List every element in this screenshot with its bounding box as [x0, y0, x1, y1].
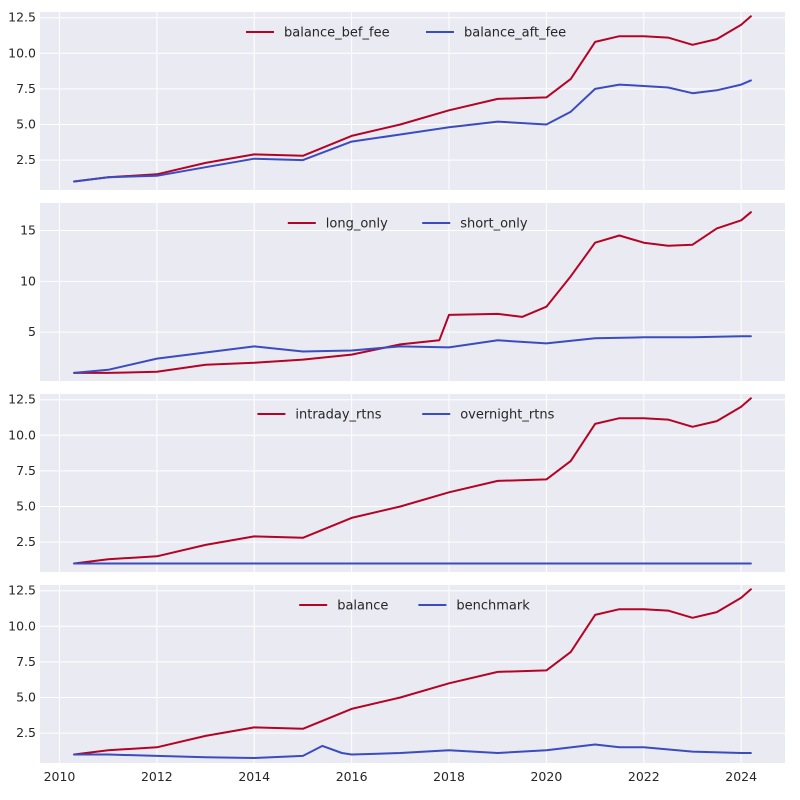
legend-entry-intraday_rtns: intraday_rtns	[257, 408, 382, 423]
legend-label: balance	[337, 599, 388, 614]
x-tick-label: 2018	[433, 769, 465, 784]
panel-4: 2.5 5.0 7.5 10.0 12.5 balance benchmark 2010 201…	[8, 583, 785, 784]
legend-entry-short_only: short_only	[422, 217, 528, 232]
series-line-balance_bef_fee	[73, 15, 752, 183]
y-tick-label: 2.5	[16, 725, 36, 740]
legend-label: overnight_rtns	[460, 408, 554, 423]
y-tick-label: 10.0	[8, 427, 36, 442]
legend-entry-long_only: long_only	[287, 217, 388, 232]
legend-entry-balance: balance	[299, 599, 388, 614]
legend: intraday_rtns overnight_rtns	[257, 408, 555, 423]
legend: balance_bef_fee balance_aft_fee	[246, 26, 566, 41]
series-line-benchmark	[73, 743, 752, 759]
legend-label: intraday_rtns	[295, 408, 381, 423]
y-tick-label: 2.5	[16, 534, 36, 549]
series-line-balance	[73, 588, 752, 756]
y-tick-label: 2.5	[16, 152, 36, 167]
series-line-long_only	[73, 211, 752, 374]
y-tick-label: 12.5	[8, 392, 36, 407]
legend: long_only short_only	[287, 217, 528, 232]
y-tick-label: 5.0	[16, 689, 36, 704]
legend-entry-balance_bef_fee: balance_bef_fee	[246, 26, 390, 41]
y-tick-label: 10.0	[8, 45, 36, 60]
series-line-intraday_rtns	[73, 397, 752, 565]
y-tick-label: 5	[28, 324, 36, 339]
legend-label: balance_aft_fee	[464, 26, 566, 41]
legend: balance benchmark	[299, 599, 530, 614]
x-tick-label: 2014	[238, 769, 270, 784]
y-tick-label: 15	[20, 222, 36, 237]
series-line-short_only	[73, 335, 752, 374]
y-tick-label: 5.0	[16, 498, 36, 513]
x-tick-label: 2020	[530, 769, 562, 784]
series-line-balance_aft_fee	[73, 79, 752, 183]
y-tick-label: 7.5	[16, 81, 36, 96]
legend-label: long_only	[326, 217, 388, 232]
legend-entry-benchmark: benchmark	[418, 599, 530, 614]
y-tick-label: 7.5	[16, 654, 36, 669]
y-tick-label: 10	[20, 273, 36, 288]
legend-label: short_only	[460, 217, 528, 232]
y-tick-label: 12.5	[8, 583, 36, 598]
y-tick-label: 7.5	[16, 463, 36, 478]
y-tick-label: 10.0	[8, 618, 36, 633]
x-tick-label: 2024	[725, 769, 757, 784]
plot-area	[40, 203, 785, 381]
legend-label: balance_bef_fee	[284, 26, 390, 41]
panel-2: 5 10 15 long_only short_only	[20, 203, 785, 381]
x-tick-label: 2016	[336, 769, 368, 784]
y-tick-label: 12.5	[8, 10, 36, 25]
x-tick-label: 2012	[141, 769, 173, 784]
legend-label: benchmark	[456, 599, 530, 614]
panel-3: 2.5 5.0 7.5 10.0 12.5 intraday_rtns overnight_…	[8, 392, 785, 572]
x-tick-label: 2022	[628, 769, 660, 784]
legend-entry-balance_aft_fee: balance_aft_fee	[426, 26, 566, 41]
legend-entry-overnight_rtns: overnight_rtns	[422, 408, 555, 423]
y-tick-label: 5.0	[16, 116, 36, 131]
x-tick-label: 2010	[44, 769, 76, 784]
